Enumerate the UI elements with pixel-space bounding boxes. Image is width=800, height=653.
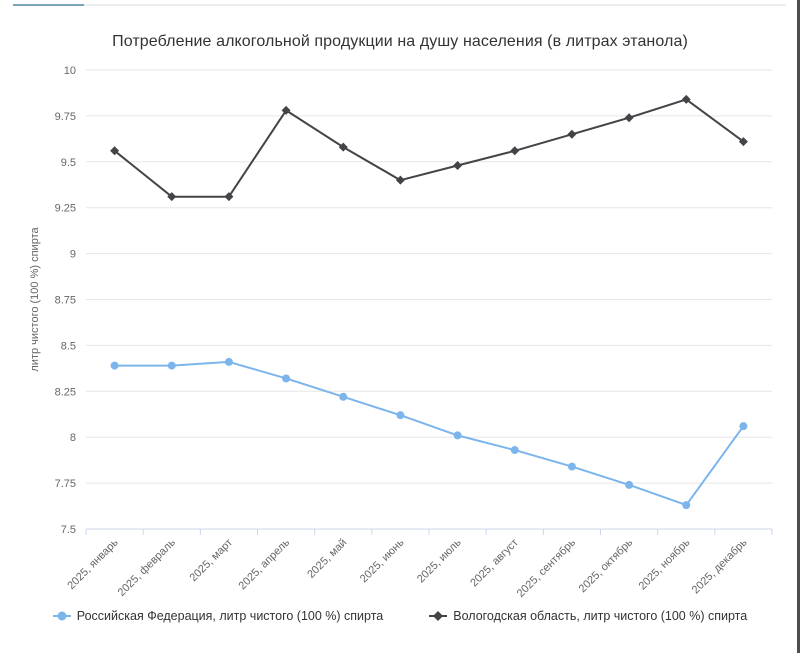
data-point[interactable] — [338, 142, 348, 152]
y-tick-label: 7.5 — [61, 524, 76, 536]
data-point[interactable] — [395, 175, 405, 185]
series-line — [113, 360, 745, 507]
right-edge-border — [797, 0, 800, 653]
data-point[interactable] — [224, 357, 233, 366]
data-point[interactable] — [567, 129, 577, 139]
data-point[interactable] — [682, 501, 691, 510]
y-tick-label: 8.25 — [55, 386, 76, 398]
y-tick-label: 9.5 — [61, 157, 76, 169]
data-point[interactable] — [739, 422, 748, 431]
legend-label-vologda-oblast: Вологодская область, литр чистого (100 %… — [453, 609, 748, 623]
data-point[interactable] — [110, 361, 119, 370]
x-tick-label: 2025, июнь — [358, 536, 407, 585]
y-gridlines — [86, 69, 772, 530]
x-tick-label: 2025, август — [468, 537, 521, 590]
data-point[interactable] — [453, 160, 463, 170]
x-tick-label: 2025, май — [305, 537, 349, 581]
x-tick-label: 2025, ноябрь — [637, 536, 693, 592]
legend-label-russian-federation: Российская Федерация, литр чистого (100 … — [76, 609, 384, 623]
data-point[interactable] — [624, 113, 634, 123]
data-point[interactable] — [738, 137, 748, 147]
x-tick-label: 2025, июль — [415, 536, 464, 585]
data-point[interactable] — [625, 480, 634, 489]
data-point[interactable] — [681, 94, 691, 104]
chart-plot-area: 10 9.75 9.5 9.25 9 8.75 8.5 8.25 8 7.75 7.5 литр чи… — [29, 65, 773, 600]
data-point[interactable] — [224, 192, 234, 202]
data-point[interactable] — [110, 146, 120, 156]
chart-title: Потребление алкогольной продукции на душ… — [112, 33, 688, 50]
x-axis-ticks — [85, 529, 773, 535]
y-tick-label: 9.75 — [55, 111, 76, 123]
y-tick-label: 8.5 — [61, 340, 76, 352]
y-tick-label: 8 — [70, 432, 76, 444]
x-tick-label: 2025, октябрь — [577, 536, 636, 595]
x-tick-label: 2025, апрель — [237, 536, 293, 592]
y-tick-label: 10 — [64, 65, 76, 77]
y-axis-title: литр чистого (100 %) спирта — [29, 227, 41, 372]
y-tick-label: 9 — [70, 249, 76, 261]
data-point[interactable] — [453, 431, 462, 440]
data-point[interactable] — [339, 392, 348, 401]
y-axis-labels: 10 9.75 9.5 9.25 9 8.75 8.5 8.25 8 7.75 7.5 — [55, 65, 76, 536]
line-diamond-marker-icon — [429, 611, 448, 621]
data-point[interactable] — [567, 462, 576, 471]
x-tick-label: 2025, март — [188, 537, 236, 585]
y-tick-label: 9.25 — [55, 203, 76, 215]
chart-legend: Российская Федерация, литр чистого (100 … — [0, 608, 800, 624]
data-point[interactable] — [167, 192, 177, 202]
data-point[interactable] — [510, 446, 519, 455]
y-tick-label: 8.75 — [55, 295, 76, 307]
legend-item-russian-federation[interactable]: Российская Федерация, литр чистого (100 … — [52, 608, 384, 624]
y-tick-label: 7.75 — [55, 478, 76, 490]
series-vologda-oblast — [110, 94, 748, 202]
series-line — [113, 98, 745, 198]
data-point[interactable] — [396, 411, 405, 420]
data-point[interactable] — [281, 105, 291, 115]
data-point[interactable] — [282, 374, 291, 383]
data-point[interactable] — [510, 146, 520, 156]
x-tick-label: 2025, февраль — [116, 536, 178, 598]
x-tick-label: 2025, декабрь — [690, 536, 750, 596]
line-circle-marker-icon — [52, 611, 71, 621]
top-divider-accent — [13, 4, 84, 6]
legend-item-vologda-oblast[interactable]: Вологодская область, литр чистого (100 %… — [429, 608, 747, 624]
x-tick-label: 2025, сентябрь — [515, 536, 578, 599]
x-tick-label: 2025, январь — [65, 536, 121, 592]
series-russian-federation — [110, 357, 748, 510]
top-divider-line — [13, 4, 786, 6]
data-point[interactable] — [167, 361, 176, 370]
